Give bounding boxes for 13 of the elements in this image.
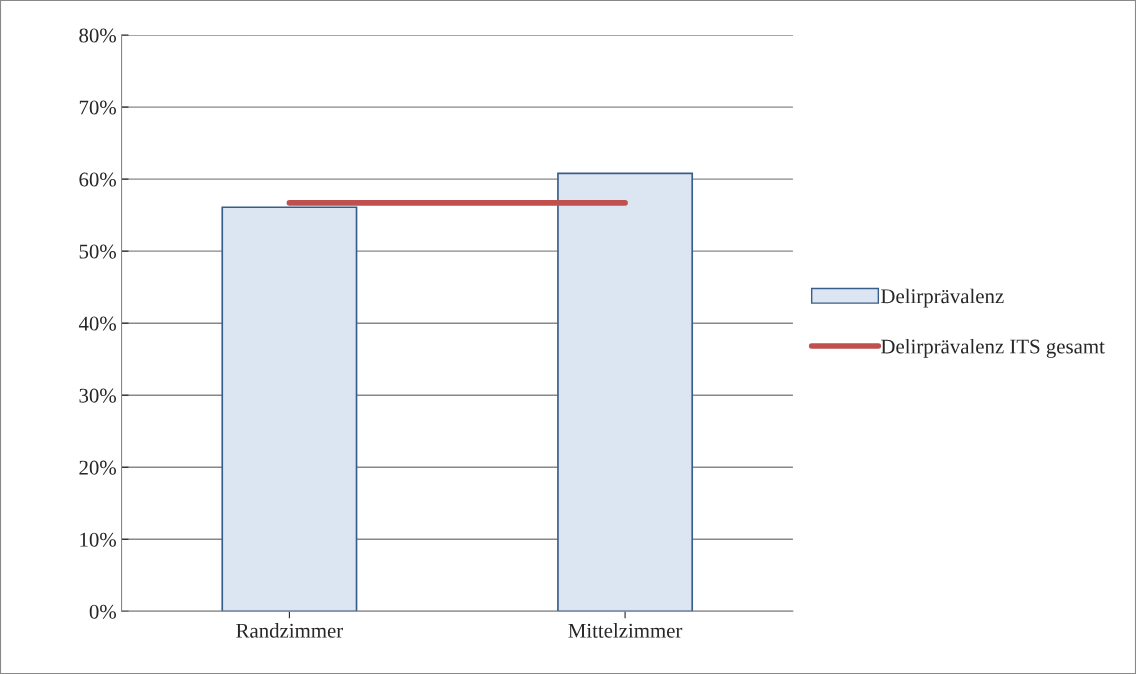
y-tick-label: 80% xyxy=(79,28,116,43)
y-tick-label: 60% xyxy=(79,172,116,187)
legend-label: Delirprävalenz xyxy=(881,288,1004,308)
y-tick-label: 30% xyxy=(79,388,116,403)
x-tick-label: Mittelzimmer xyxy=(568,623,683,638)
x-tick-label: Randzimmer xyxy=(236,623,344,638)
y-tick-label: 20% xyxy=(79,460,116,475)
legend-label: Delirprävalenz ITS gesamt xyxy=(881,338,1105,358)
y-tick-label: 50% xyxy=(79,244,116,259)
y-tick-label: 40% xyxy=(78,316,116,331)
y-tick-label: 10% xyxy=(80,532,116,547)
y-tick-label: 0% xyxy=(89,604,116,619)
y-tick-label: 70% xyxy=(79,100,116,115)
